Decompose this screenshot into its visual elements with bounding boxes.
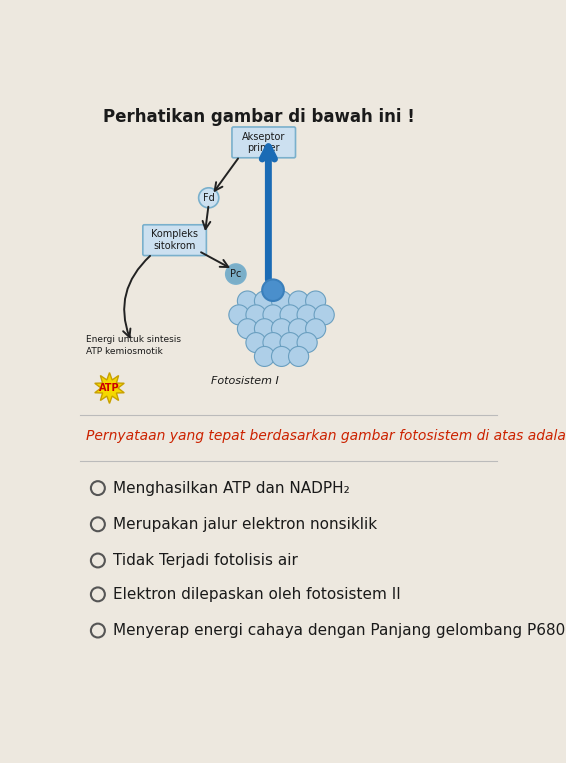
Circle shape: [255, 346, 275, 366]
Circle shape: [255, 291, 275, 311]
Circle shape: [297, 305, 317, 325]
FancyBboxPatch shape: [232, 127, 295, 158]
Text: Fd: Fd: [203, 193, 215, 203]
Circle shape: [246, 333, 266, 353]
Circle shape: [229, 305, 249, 325]
Polygon shape: [95, 372, 125, 404]
Circle shape: [297, 333, 317, 353]
Circle shape: [314, 305, 335, 325]
Circle shape: [280, 333, 300, 353]
Circle shape: [306, 319, 325, 339]
Text: Perhatikan gambar di bawah ini !: Perhatikan gambar di bawah ini !: [104, 108, 415, 127]
Text: Tidak Terjadi fotolisis air: Tidak Terjadi fotolisis air: [113, 553, 298, 568]
Circle shape: [272, 346, 291, 366]
Text: Akseptor
primer: Akseptor primer: [242, 131, 285, 153]
Text: ATP: ATP: [99, 383, 120, 393]
Circle shape: [255, 319, 275, 339]
Circle shape: [246, 305, 266, 325]
Circle shape: [289, 291, 308, 311]
Text: Merupakan jalur elektron nonsiklik: Merupakan jalur elektron nonsiklik: [113, 517, 378, 532]
Circle shape: [306, 291, 325, 311]
Circle shape: [280, 305, 300, 325]
Circle shape: [237, 291, 258, 311]
Circle shape: [263, 305, 283, 325]
Circle shape: [199, 188, 219, 208]
Text: Pernyataan yang tepat berdasarkan gambar fotosistem di atas adalah.......: Pernyataan yang tepat berdasarkan gambar…: [86, 429, 566, 443]
Circle shape: [237, 319, 258, 339]
Text: Menghasilkan ATP dan NADPH₂: Menghasilkan ATP dan NADPH₂: [113, 481, 350, 496]
Text: Fotosistem I: Fotosistem I: [211, 376, 279, 387]
Circle shape: [262, 279, 284, 301]
Circle shape: [263, 333, 283, 353]
Circle shape: [272, 291, 291, 311]
FancyBboxPatch shape: [143, 225, 207, 256]
Text: Energi untuk sintesis
ATP kemiosmotik: Energi untuk sintesis ATP kemiosmotik: [86, 335, 181, 356]
Text: Pc: Pc: [230, 269, 242, 279]
Text: Elektron dilepaskan oleh fotosistem II: Elektron dilepaskan oleh fotosistem II: [113, 587, 401, 602]
Circle shape: [289, 346, 308, 366]
Text: Kompleks
sitokrom: Kompleks sitokrom: [151, 230, 198, 251]
Text: Menyerap energi cahaya dengan Panjang gelombang P680: Menyerap energi cahaya dengan Panjang ge…: [113, 623, 565, 638]
Circle shape: [272, 319, 291, 339]
Circle shape: [289, 319, 308, 339]
Circle shape: [226, 264, 246, 284]
